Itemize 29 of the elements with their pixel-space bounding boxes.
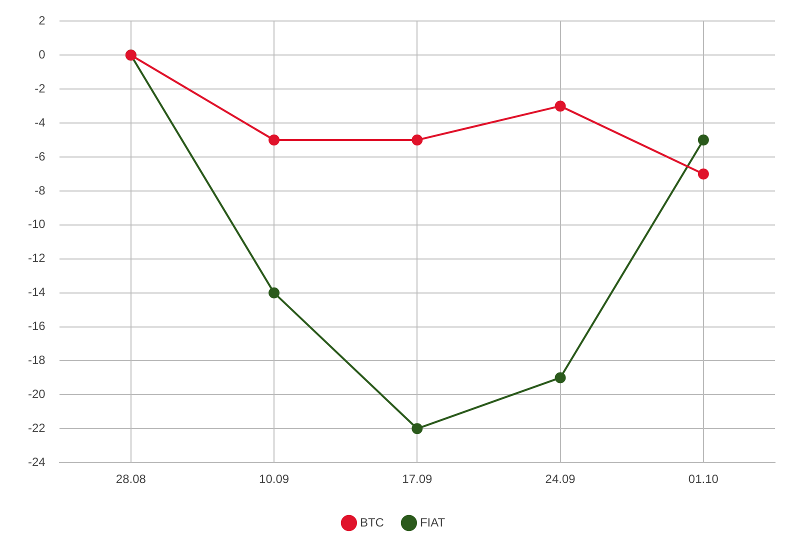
y-tick-label: -10 [28,217,46,232]
x-tick-label: 01.10 [688,472,719,486]
y-tick-label: -18 [28,353,46,368]
y-tick-label: -20 [28,387,46,402]
y-tick-label: -16 [28,319,46,334]
point [554,100,566,112]
point [268,134,280,146]
point [698,134,709,146]
point [554,372,566,384]
y-tick-label: -6 [34,149,46,164]
legend-label: BTC [360,515,384,530]
point [412,134,423,146]
x-tick-label: 28.08 [116,472,146,486]
y-tick-label: -8 [34,183,46,198]
y-tick-label: -22 [28,420,46,435]
y-tick-label: -14 [28,285,46,300]
y-tick-label: 2 [38,14,46,28]
x-tick-label: 24.09 [545,472,576,486]
x-tick-label: 17.09 [402,472,433,486]
point [698,168,709,180]
y-tick-label: -12 [28,251,46,266]
x-tick-label: 10.09 [259,472,290,486]
point [268,287,280,298]
y-tick-label: 0 [38,47,46,62]
point [412,423,423,434]
legend-label: FIAT [420,515,446,530]
y-tick-label: -4 [34,115,46,130]
y-tick-label: -2 [34,81,46,96]
y-tick-label: -24 [28,454,46,469]
